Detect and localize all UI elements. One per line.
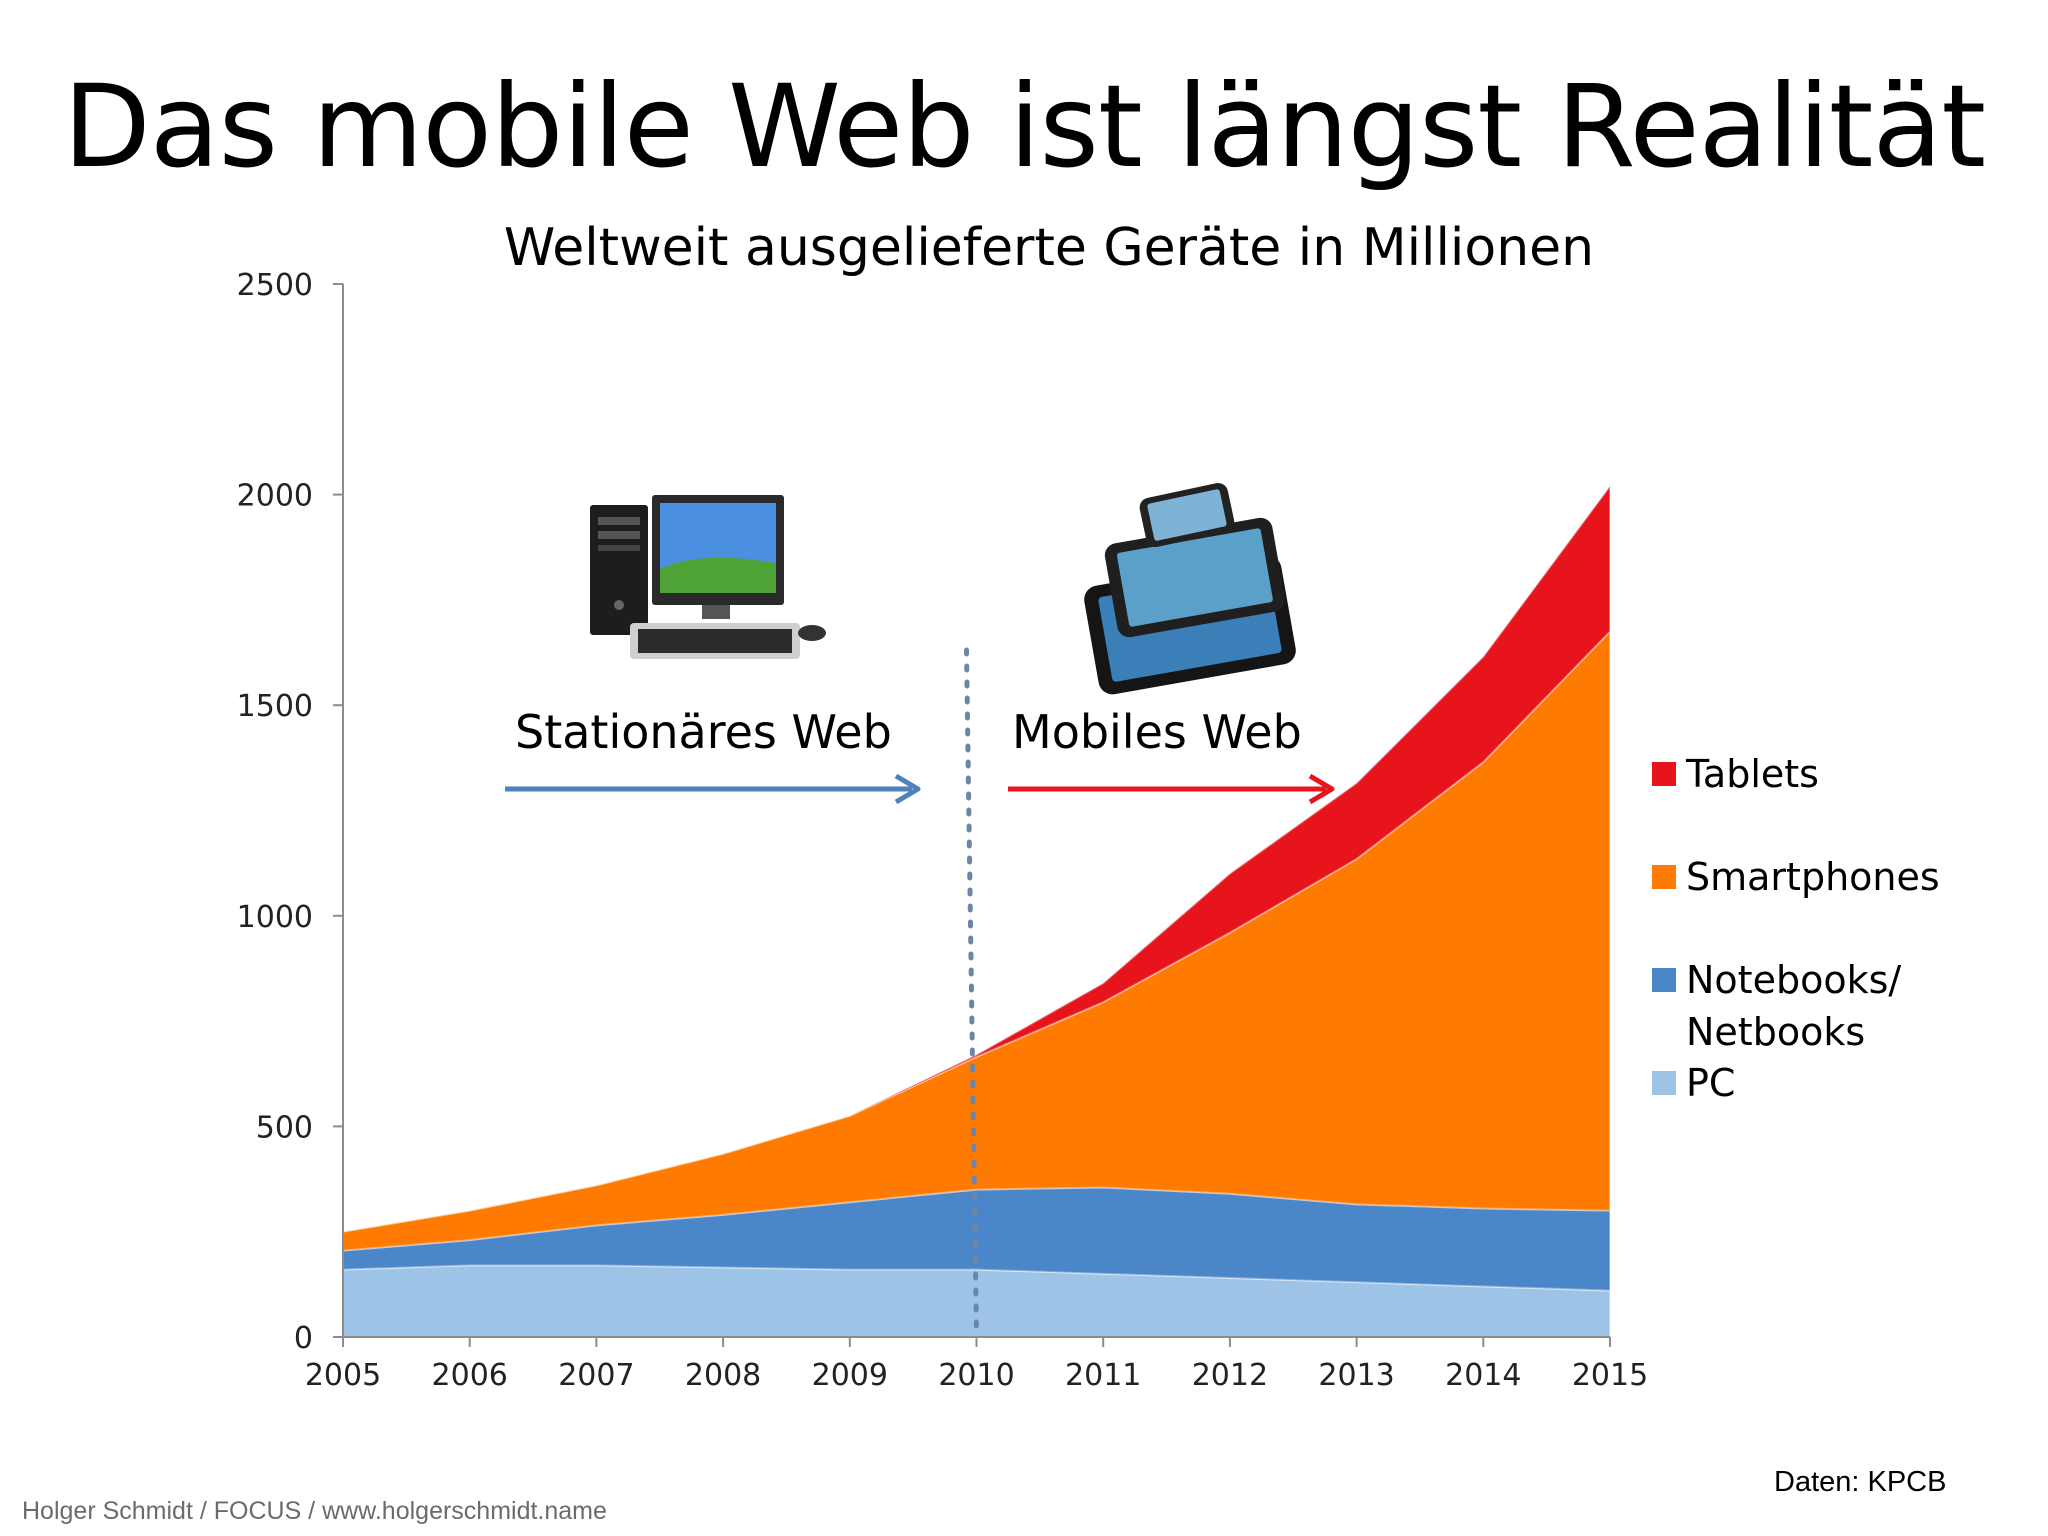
legend-label-pc: PC: [1686, 1061, 1736, 1105]
x-tick-label: 2009: [812, 1358, 888, 1393]
y-tick-label: 500: [256, 1110, 313, 1145]
dotted-divider-line: [964, 647, 979, 1340]
legend-swatch-pc: [1652, 1071, 1676, 1095]
x-tick-label: 2011: [1065, 1358, 1141, 1393]
zone-arrows: [505, 773, 1335, 805]
y-tick-label: 0: [294, 1321, 313, 1356]
legend-swatch-notebooks: [1652, 968, 1676, 992]
y-tick-label: 2500: [237, 268, 313, 303]
x-tick-label: 2010: [938, 1358, 1014, 1393]
area-notebooks-netbooks: [342, 1186, 1611, 1292]
x-tick-label: 2005: [305, 1358, 381, 1393]
legend-label-smartphones: Smartphones: [1686, 855, 1940, 899]
x-axis-ticks: 2005 2006 2007 2008 2009 2010 2011 2012 2013 2014…: [305, 1337, 1648, 1393]
y-tick-label: 1500: [237, 689, 313, 724]
stationary-web-label: Stationäres Web: [515, 705, 892, 759]
y-tick-label: 2000: [237, 479, 313, 514]
credit-footer: Holger Schmidt / FOCUS / www.holgerschmi…: [22, 1497, 607, 1525]
x-tick-label: 2015: [1572, 1358, 1648, 1393]
tablets-smartphone-icon: [1084, 483, 1296, 695]
chart-subtitle: Weltweit ausgelieferte Geräte in Million…: [503, 218, 1595, 278]
stationary-web-arrow: [505, 773, 921, 805]
x-tick-label: 2008: [685, 1358, 761, 1393]
y-axis-ticks: 0 500 1000 1500 2000 2500: [237, 268, 343, 1356]
slide-title: Das mobile Web ist längst Realität: [62, 60, 1986, 193]
y-tick-label: 1000: [237, 900, 313, 935]
legend-label-tablets: Tablets: [1686, 752, 1819, 796]
x-tick-label: 2012: [1192, 1358, 1268, 1393]
x-tick-label: 2007: [558, 1358, 634, 1393]
x-tick-label: 2014: [1445, 1358, 1521, 1393]
area-smartphones: [342, 629, 1611, 1252]
area-tablets: [342, 483, 1611, 1233]
mobile-web-label: Mobiles Web: [1012, 705, 1302, 759]
mobile-web-arrow: [1008, 773, 1335, 805]
stationary-mobile-divider: [964, 647, 979, 1340]
desktop-pc-icon: [590, 495, 826, 659]
legend-swatch-smartphones: [1652, 865, 1676, 889]
legend-swatch-tablets: [1652, 762, 1676, 786]
x-tick-label: 2013: [1318, 1358, 1394, 1393]
area-series: [342, 483, 1611, 1338]
x-tick-label: 2006: [432, 1358, 508, 1393]
legend-label-notebooks: Notebooks/ Netbooks: [1686, 958, 1902, 1054]
source-footer: Daten: KPCB: [1774, 1466, 1947, 1498]
